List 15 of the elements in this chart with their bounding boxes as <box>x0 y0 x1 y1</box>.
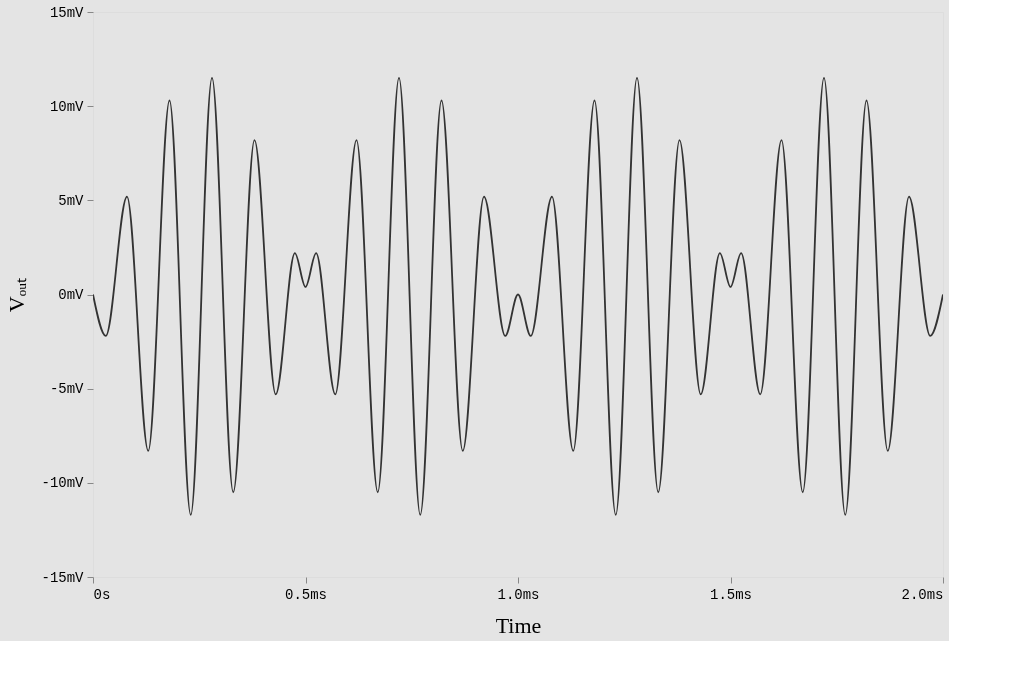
y-tick-label: -5mV <box>49 381 85 398</box>
y-tick-label: -10mV <box>41 475 85 492</box>
line-series <box>93 77 943 516</box>
x-tick-label: 1.5ms <box>709 586 753 603</box>
y-tick-label: 15mV <box>49 4 85 21</box>
x-tick-label: 0s <box>93 586 111 603</box>
y-tick-label: -15mV <box>41 569 85 586</box>
y-axis-title: Vₒᵤₜ <box>4 277 30 313</box>
y-tick-label: 5mV <box>58 192 85 209</box>
x-tick-label: 2.0ms <box>901 586 944 603</box>
y-tick-label: 0mV <box>58 287 85 303</box>
x-axis-title: Time <box>495 612 542 638</box>
x-tick-label: 1.0ms <box>497 586 540 603</box>
y-tick-label: 10mV <box>49 98 85 115</box>
x-tick-label: 0.5ms <box>284 586 328 603</box>
